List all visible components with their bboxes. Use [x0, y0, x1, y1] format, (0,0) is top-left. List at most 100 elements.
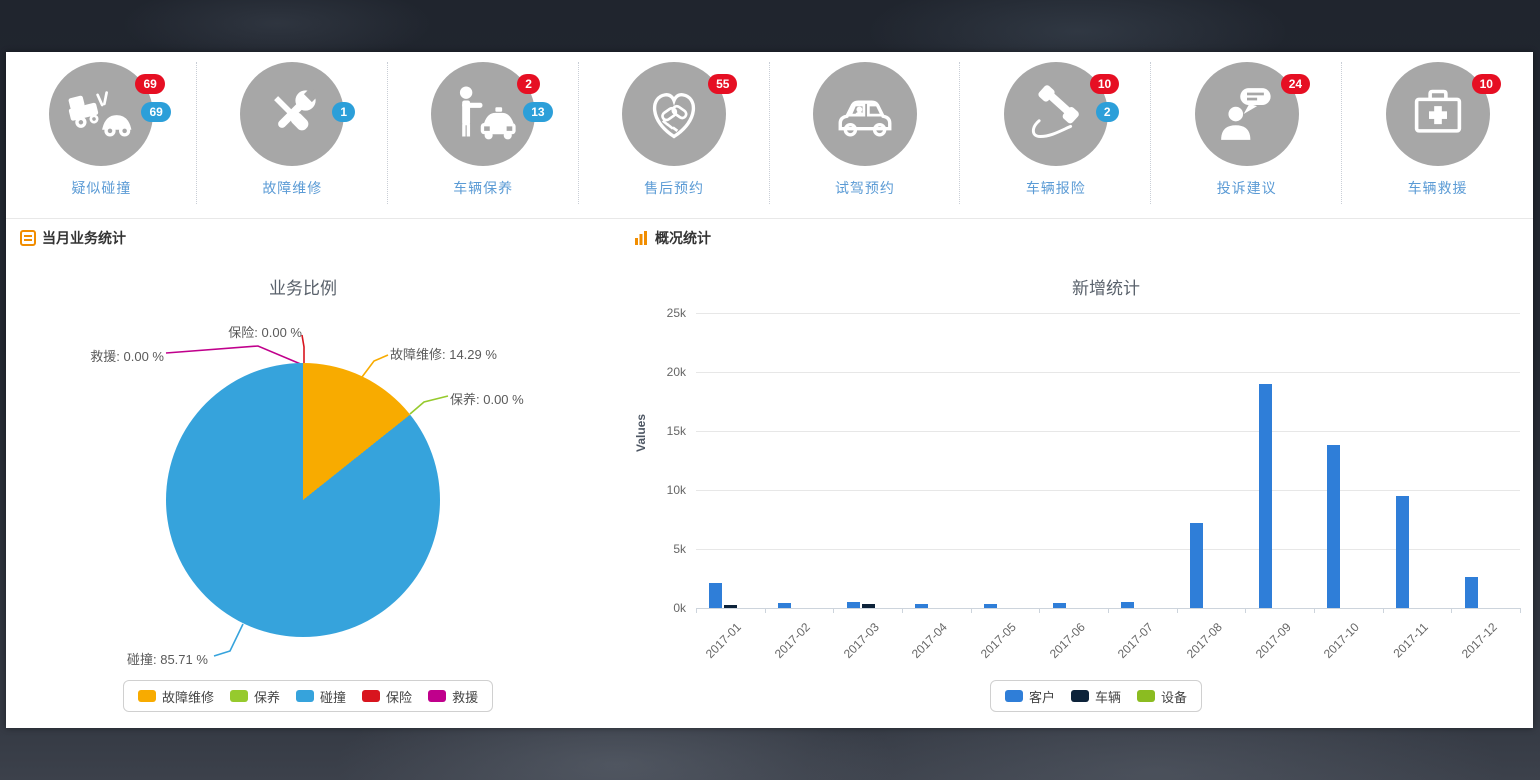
y-axis-tick-label: 10k: [666, 483, 686, 497]
alert-badge: 24: [1280, 74, 1311, 94]
legend-label: 保养: [254, 689, 281, 705]
x-axis-category-label: 2017-11: [1390, 620, 1431, 661]
legend-label: 车辆: [1095, 689, 1122, 705]
legend-item[interactable]: 设备: [1137, 687, 1187, 706]
bar-客户: [778, 603, 791, 608]
x-axis-category-label: 2017-12: [1458, 620, 1500, 662]
legend-label: 碰撞: [320, 689, 347, 705]
car-collision-icon: 69 69: [49, 62, 171, 166]
x-axis-category-label: 2017-09: [1252, 620, 1294, 662]
nav-item-aftersales-appointment[interactable]: 55 售后预约: [579, 52, 770, 218]
x-axis-category-label: 2017-02: [771, 620, 813, 662]
left-section-header: 当月业务统计: [20, 228, 126, 248]
nav-item-fault-repair[interactable]: 1 故障维修: [197, 52, 388, 218]
x-axis-category-label: 2017-01: [703, 620, 745, 662]
legend-item[interactable]: 保养: [230, 687, 280, 706]
x-axis-category-label: 2017-05: [977, 620, 1019, 662]
legend-item[interactable]: 客户: [1005, 687, 1055, 706]
bar-车辆: [861, 604, 875, 608]
alert-badge: 10: [1089, 74, 1120, 94]
repair-tools-icon: 1: [240, 62, 355, 166]
x-axis-tick: [1382, 608, 1384, 613]
y-axis-tick-label: 5k: [673, 542, 686, 556]
right-section-title: 概况统计: [655, 230, 711, 246]
nav-item-vehicle-insurance-claim[interactable]: 10 2 车辆报险: [960, 52, 1152, 218]
pie-chart-title: 业务比例: [269, 279, 337, 298]
x-axis-tick: [1176, 608, 1178, 613]
legend-swatch: [362, 690, 381, 702]
count-badge: 2: [1095, 102, 1119, 122]
bar-客户: [1327, 445, 1341, 608]
bar-chart-icon: [635, 231, 647, 245]
legend-item[interactable]: 救援: [428, 687, 478, 706]
legend-label: 救援: [452, 689, 479, 705]
bar-客户: [1464, 577, 1478, 608]
nav-item-label: 售后预约: [644, 180, 705, 196]
x-axis-tick: [1108, 608, 1109, 613]
nav-item-label: 试驾预约: [834, 180, 895, 196]
legend-item[interactable]: 车辆: [1071, 687, 1121, 706]
legend-item[interactable]: 保险: [362, 687, 412, 706]
bar-客户: [1190, 523, 1203, 608]
x-axis-category-label: 2017-07: [1115, 620, 1157, 662]
gridline: [696, 431, 1520, 432]
x-axis-tick: [1520, 608, 1521, 613]
person-chat-icon: 24: [1194, 62, 1311, 166]
pie-label-baoxian: 保险: 0.00 %: [228, 325, 302, 340]
pie-chart[interactable]: [166, 363, 440, 637]
legend-swatch: [428, 690, 447, 702]
left-section-title: 当月业务统计: [42, 230, 126, 246]
legend-swatch: [1071, 690, 1090, 702]
x-axis-tick: [970, 608, 972, 613]
nav-item-suspected-collision[interactable]: 69 69 疑似碰撞: [6, 52, 197, 218]
x-axis-category-label: 2017-10: [1321, 620, 1363, 662]
calendar-icon: [20, 230, 36, 246]
x-axis-tick: [1451, 608, 1453, 613]
bar-legend: 客户 车辆 设备: [990, 680, 1203, 712]
count-badge: 13: [523, 102, 553, 122]
alert-badge: 55: [708, 74, 738, 94]
top-icon-nav: 69 69 疑似碰撞 1 故障维修: [6, 52, 1533, 218]
gridline: [696, 313, 1520, 314]
pie-label-guzhangweixiu: 故障维修: 14.29 %: [390, 347, 497, 362]
right-section-header: 概况统计: [633, 228, 711, 248]
legend-item[interactable]: 碰撞: [296, 687, 346, 706]
legend-label: 保险: [386, 689, 413, 705]
gridline: [696, 549, 1520, 550]
legend-swatch: [230, 690, 249, 702]
phone-handset-icon: 10 2: [1003, 62, 1120, 166]
nav-item-vehicle-maintenance[interactable]: 2 13 车辆保养: [388, 52, 579, 218]
bar-客户: [1121, 602, 1135, 608]
x-axis-tick: [1314, 608, 1315, 613]
count-badge: 1: [332, 102, 355, 122]
legend-swatch: [1005, 690, 1023, 702]
legend-item[interactable]: 故障维修: [138, 687, 214, 706]
alert-badge: 2: [517, 74, 540, 94]
pie-legend: 故障维修 保养 碰撞 保险 救援: [123, 680, 494, 712]
y-axis-tick-label: 20k: [666, 365, 686, 379]
horizontal-divider: [6, 218, 1533, 219]
x-axis-tick: [833, 608, 835, 613]
bar-客户: [846, 602, 860, 608]
legend-label: 客户: [1029, 689, 1056, 705]
legend-swatch: [296, 690, 315, 702]
bar-chart-title: 新增统计: [1072, 279, 1140, 298]
bar-客户: [915, 603, 929, 608]
nav-item-complaints-suggestions[interactable]: 24 投诉建议: [1151, 52, 1343, 218]
x-axis-category-label: 2017-08: [1183, 620, 1225, 662]
pie-label-baoyang: 保养: 0.00 %: [450, 392, 524, 407]
nav-item-testdrive-appointment[interactable]: 试驾预约: [770, 52, 961, 218]
nav-item-label: 车辆保养: [453, 180, 514, 196]
gridline: [696, 372, 1520, 373]
x-axis-category-label: 2017-03: [840, 620, 882, 662]
nav-item-label: 疑似碰撞: [71, 180, 132, 196]
bar-客户: [984, 603, 997, 608]
nav-item-vehicle-rescue[interactable]: 10 车辆救援: [1342, 52, 1533, 218]
x-axis-tick: [1039, 608, 1041, 613]
bar-plot: [696, 313, 1520, 608]
x-axis-tick: [902, 608, 903, 613]
bar-客户: [1396, 495, 1409, 608]
count-badge: 69: [141, 102, 171, 122]
car-driver-icon: [812, 62, 917, 166]
legend-label: 故障维修: [162, 689, 215, 705]
